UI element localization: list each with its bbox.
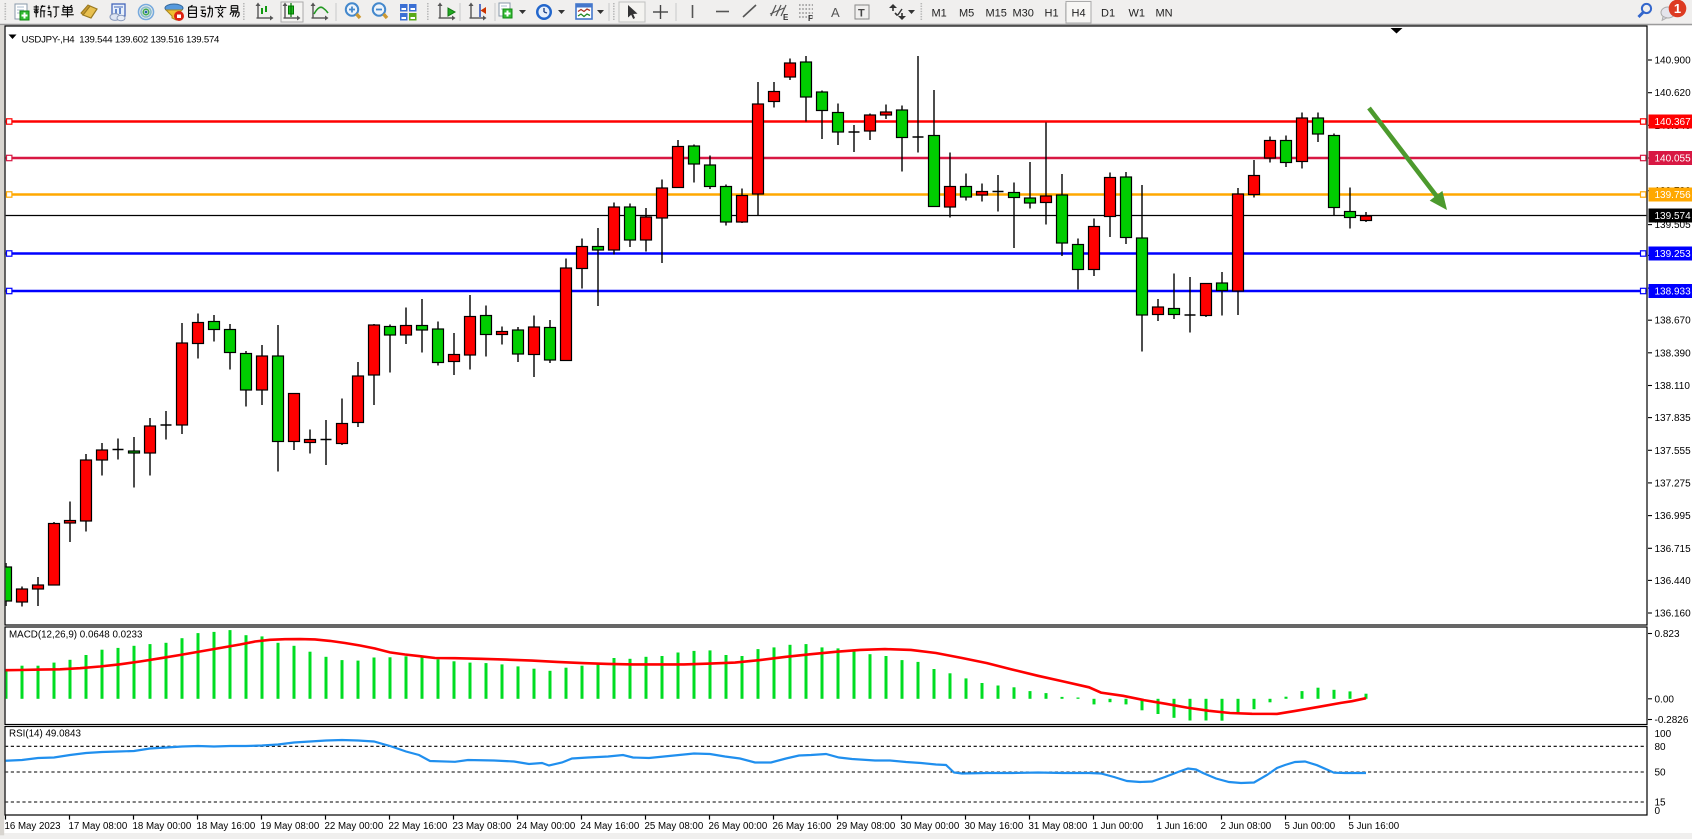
svg-text:140.900: 140.900 — [1655, 56, 1692, 67]
svg-text:MACD(12,26,9) 0.0648 0.0233: MACD(12,26,9) 0.0648 0.0233 — [9, 630, 143, 641]
svg-text:1 Jun 16:00: 1 Jun 16:00 — [1157, 821, 1208, 832]
svg-text:30 May 16:00: 30 May 16:00 — [965, 821, 1024, 832]
svg-text:M5: M5 — [959, 8, 974, 20]
svg-text:D1: D1 — [1101, 8, 1115, 20]
svg-text:30 May 00:00: 30 May 00:00 — [901, 821, 960, 832]
svg-text:5 Jun 00:00: 5 Jun 00:00 — [1285, 821, 1336, 832]
svg-text:18 May 00:00: 18 May 00:00 — [133, 821, 192, 832]
svg-text:5 Jun 16:00: 5 Jun 16:00 — [1349, 821, 1400, 832]
svg-text:139.505: 139.505 — [1655, 220, 1692, 231]
svg-text:M15: M15 — [986, 8, 1007, 20]
svg-text:W1: W1 — [1129, 8, 1146, 20]
svg-text:USDJPY-,H4 139.544 139.602 13: USDJPY-,H4 139.544 139.602 139.516 139.5… — [22, 35, 221, 46]
svg-text:139.574: 139.574 — [1655, 211, 1692, 222]
svg-text:H4: H4 — [1072, 8, 1086, 20]
svg-text:50: 50 — [1655, 768, 1667, 779]
svg-text:0.00: 0.00 — [1655, 694, 1675, 705]
svg-text:15: 15 — [1655, 798, 1667, 809]
svg-text:100: 100 — [1655, 729, 1672, 740]
svg-text:F: F — [808, 14, 813, 23]
svg-text:136.160: 136.160 — [1655, 609, 1692, 620]
svg-text:138.933: 138.933 — [1655, 287, 1692, 298]
svg-text:17 May 08:00: 17 May 08:00 — [69, 821, 128, 832]
svg-text:140.620: 140.620 — [1655, 88, 1692, 99]
svg-text:RSI(14) 49.0843: RSI(14) 49.0843 — [9, 729, 81, 740]
svg-text:26 May 00:00: 26 May 00:00 — [709, 821, 768, 832]
svg-text:2 Jun 08:00: 2 Jun 08:00 — [1221, 821, 1272, 832]
svg-text:29 May 08:00: 29 May 08:00 — [837, 821, 896, 832]
svg-text:139.756: 139.756 — [1655, 190, 1692, 201]
svg-text:1: 1 — [1674, 1, 1681, 16]
svg-text:22 May 16:00: 22 May 16:00 — [389, 821, 448, 832]
svg-text:-0.2826: -0.2826 — [1655, 715, 1689, 726]
svg-text:E: E — [783, 13, 789, 22]
svg-text:136.440: 136.440 — [1655, 576, 1692, 587]
svg-text:0: 0 — [1655, 806, 1661, 817]
svg-text:137.275: 137.275 — [1655, 478, 1692, 489]
svg-text:140.055: 140.055 — [1655, 154, 1692, 165]
svg-text:H1: H1 — [1045, 8, 1059, 20]
svg-text:22 May 00:00: 22 May 00:00 — [325, 821, 384, 832]
svg-text:136.715: 136.715 — [1655, 544, 1692, 555]
svg-text:25 May 08:00: 25 May 08:00 — [645, 821, 704, 832]
svg-text:16 May 2023: 16 May 2023 — [5, 821, 61, 832]
svg-text:M1: M1 — [932, 8, 947, 20]
svg-text:138.390: 138.390 — [1655, 348, 1692, 359]
svg-text:A: A — [831, 5, 840, 20]
svg-text:137.555: 137.555 — [1655, 446, 1692, 457]
svg-text:137.835: 137.835 — [1655, 413, 1692, 424]
svg-text:139.253: 139.253 — [1655, 249, 1692, 260]
svg-text:24 May 00:00: 24 May 00:00 — [517, 821, 576, 832]
svg-text:31 May 08:00: 31 May 08:00 — [1029, 821, 1088, 832]
svg-text:M30: M30 — [1013, 8, 1034, 20]
svg-text:T: T — [858, 8, 865, 20]
svg-text:140.367: 140.367 — [1655, 117, 1692, 128]
svg-text:1 Jun 00:00: 1 Jun 00:00 — [1093, 821, 1144, 832]
svg-text:136.995: 136.995 — [1655, 511, 1692, 522]
svg-text:23 May 08:00: 23 May 08:00 — [453, 821, 512, 832]
svg-text:19 May 08:00: 19 May 08:00 — [261, 821, 320, 832]
svg-text:24 May 16:00: 24 May 16:00 — [581, 821, 640, 832]
svg-text:138.670: 138.670 — [1655, 316, 1692, 327]
svg-text:138.110: 138.110 — [1655, 381, 1691, 392]
svg-text:80: 80 — [1655, 742, 1667, 753]
svg-text:18 May 16:00: 18 May 16:00 — [197, 821, 256, 832]
svg-text:MN: MN — [1156, 8, 1173, 20]
svg-text:26 May 16:00: 26 May 16:00 — [773, 821, 832, 832]
svg-text:0.823: 0.823 — [1655, 629, 1680, 640]
